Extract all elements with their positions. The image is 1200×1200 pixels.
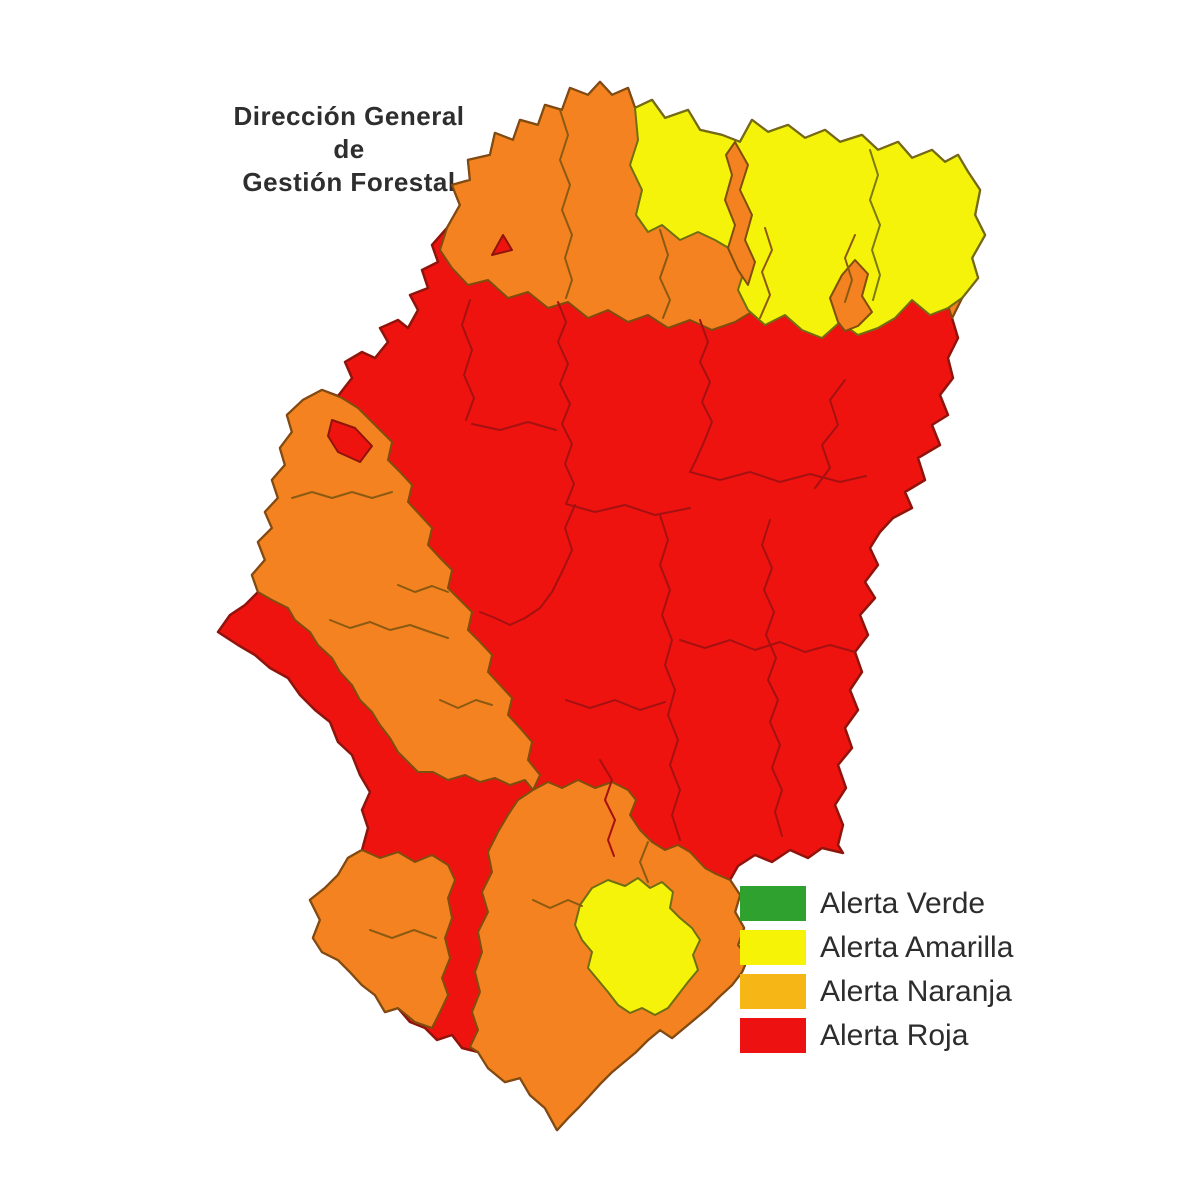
comarca-border-b-w1 [291, 491, 393, 499]
comarca-border-b-r9 [565, 699, 666, 711]
legend-label-naranja: Alerta Naranja [820, 974, 1012, 1008]
comarca-border-b-r2 [689, 319, 713, 473]
legend-label-verde: Alerta Verde [820, 886, 986, 920]
legend-row-amarilla: Alerta Amarilla [740, 930, 1013, 965]
map-region-west-band-corridor [251, 389, 541, 791]
comarca-border-b-o4 [844, 234, 856, 303]
legend-row-roja: Alerta Roja [740, 1018, 1013, 1053]
comarca-border-b-r8 [679, 639, 856, 653]
comarca-border-b-r13 [565, 503, 691, 516]
comarca-border-b-r11 [461, 299, 475, 421]
map-region-red-wedge-west-band [327, 419, 373, 463]
comarca-border-b-r6 [761, 519, 783, 837]
comarca-border-b-r4 [689, 471, 867, 483]
legend-row-verde: Alerta Verde [740, 886, 1013, 921]
comarca-border-b-w4 [439, 699, 493, 709]
comarca-border-b-r12 [814, 379, 846, 489]
page-title: Dirección General de Gestión Forestal [215, 100, 483, 199]
map-region-southeast-yellow [574, 877, 701, 1016]
title-line-1: Dirección General de [233, 101, 465, 164]
comarca-border-b-w2 [329, 619, 449, 639]
comarca-border-b-r3 [471, 421, 557, 431]
map-region-orange-wedge-mid-north [724, 141, 756, 286]
comarca-border-b-s1 [532, 899, 583, 909]
legend-swatch-roja [740, 1018, 806, 1053]
comarca-border-b-s3 [369, 929, 437, 939]
comarca-border-b-r5 [659, 514, 681, 841]
legend-swatch-verde [740, 886, 806, 921]
legend-label-roja: Alerta Roja [820, 1018, 969, 1052]
map-region-southwest-orange [309, 849, 456, 1029]
comarca-border-b-r7 [479, 504, 576, 626]
comarca-border-b-r10 [599, 759, 616, 857]
map-region-red-enclave-triangle [491, 234, 513, 256]
comarca-border-b-o3 [759, 227, 773, 319]
map-region-orange-wedge-ne [829, 259, 873, 332]
comarca-border-b-r1 [557, 301, 575, 505]
comarca-border-b-o2 [659, 229, 671, 319]
legend-row-naranja: Alerta Naranja [740, 974, 1013, 1009]
comarca-border-b-s2 [639, 841, 649, 883]
legend-label-amarilla: Alerta Amarilla [820, 930, 1014, 964]
legend-swatch-naranja [740, 974, 806, 1009]
comarca-border-b-w3 [397, 584, 449, 593]
comarca-border-b-o1 [559, 109, 573, 299]
alert-legend: Alerta Verde Alerta Amarilla Alerta Naranj… [740, 886, 1013, 1062]
title-line-2: Gestión Forestal [242, 167, 456, 197]
legend-swatch-amarilla [740, 930, 806, 965]
comarca-border-b-y1 [869, 149, 881, 301]
map-region-northeast-yellow-band [629, 99, 986, 339]
